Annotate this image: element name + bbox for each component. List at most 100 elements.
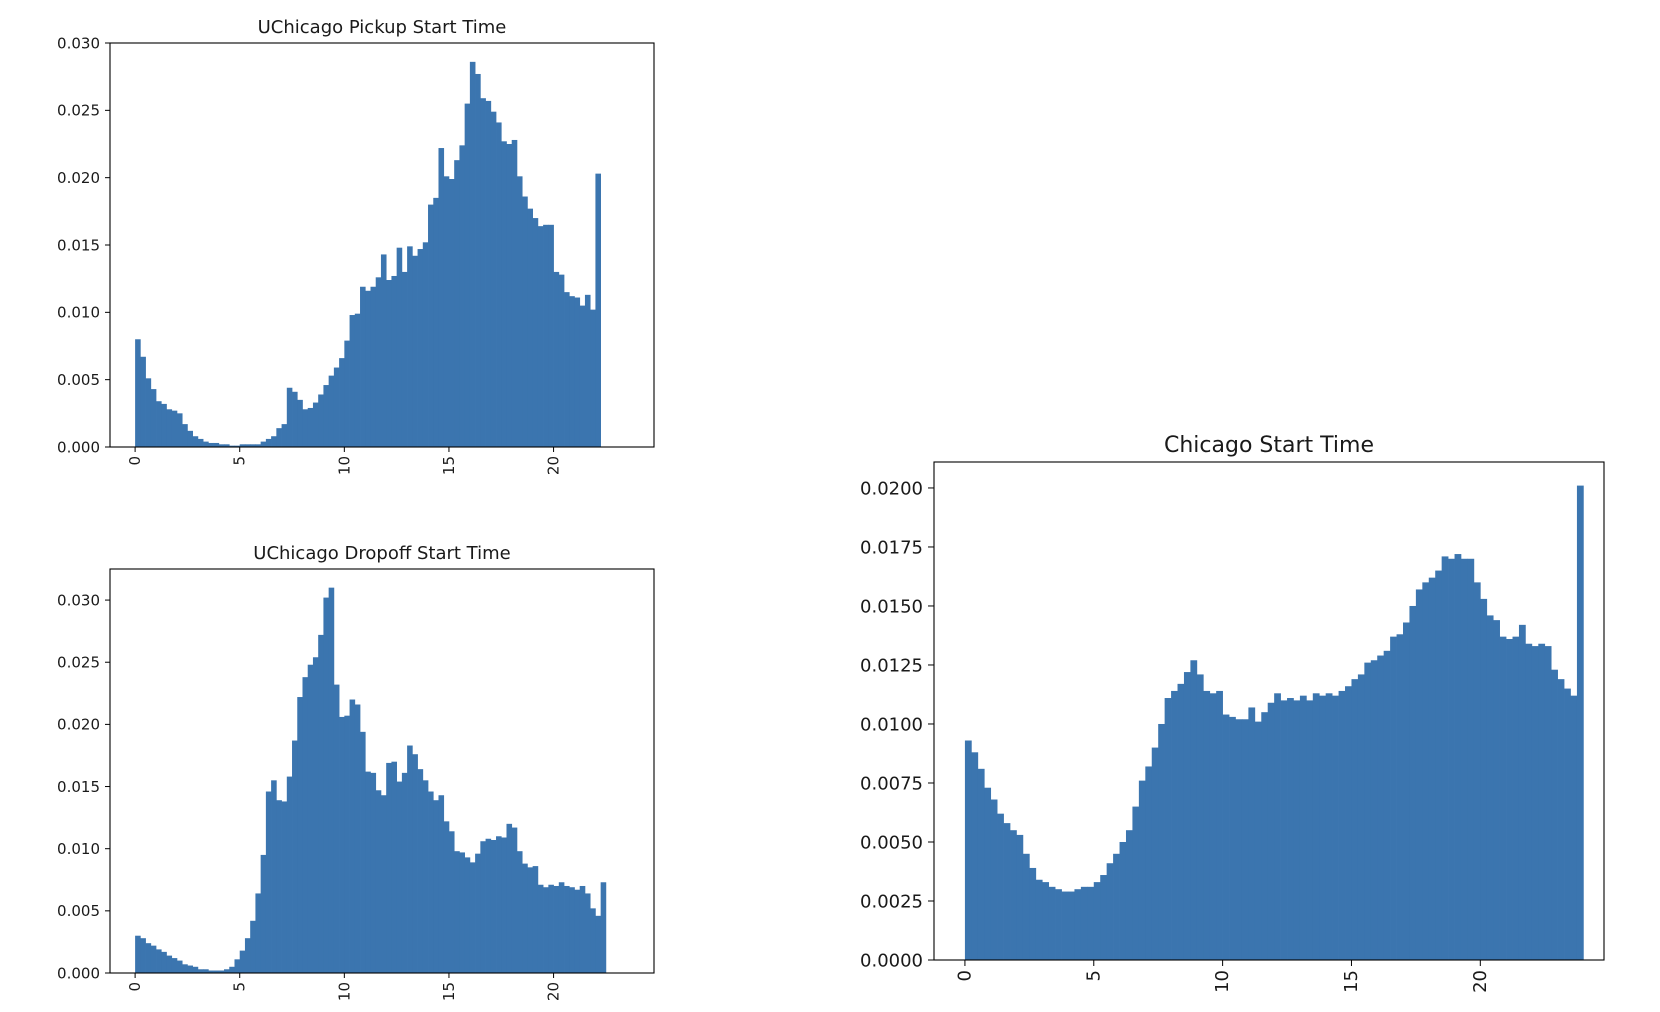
histogram-bar bbox=[1183, 672, 1191, 960]
histogram-bar bbox=[574, 297, 581, 447]
histogram-bar bbox=[1132, 806, 1140, 960]
histogram-bar bbox=[1551, 669, 1558, 960]
histogram-bar bbox=[511, 827, 518, 973]
histogram-bar bbox=[490, 839, 497, 973]
histogram-bar bbox=[145, 378, 152, 447]
y-tick-label: 0.025 bbox=[57, 653, 100, 671]
histogram-bar bbox=[370, 772, 377, 973]
histogram-bar bbox=[271, 436, 277, 447]
y-tick-label: 0.0050 bbox=[860, 832, 923, 853]
histogram-bar bbox=[375, 790, 382, 973]
histogram-bar bbox=[480, 98, 486, 448]
chart-title: UChicago Dropoff Start Time bbox=[253, 543, 510, 564]
histogram-bar bbox=[516, 851, 523, 973]
histogram-bar bbox=[1158, 723, 1165, 960]
histogram-bar bbox=[171, 958, 178, 973]
histogram-bar bbox=[239, 950, 246, 973]
histogram-bar bbox=[569, 296, 575, 447]
histogram-bar bbox=[1068, 891, 1075, 960]
histogram-bar bbox=[584, 294, 591, 447]
y-tick-label: 0.030 bbox=[57, 591, 100, 609]
histogram-bar bbox=[1080, 886, 1088, 960]
histogram-bar bbox=[433, 800, 439, 973]
histogram-bar bbox=[1293, 700, 1301, 960]
y-tick-label: 0.010 bbox=[57, 304, 100, 322]
histogram-bar bbox=[1364, 662, 1372, 960]
histogram-bar bbox=[150, 945, 157, 973]
histogram-bar bbox=[522, 196, 528, 447]
histogram-bar bbox=[417, 769, 424, 973]
histogram-bar bbox=[1113, 853, 1120, 960]
y-tick-label: 0.0200 bbox=[860, 478, 923, 499]
histogram-bar bbox=[1570, 695, 1578, 960]
histogram-bar bbox=[1357, 674, 1365, 960]
histogram-bar bbox=[422, 242, 429, 447]
histogram-bar bbox=[244, 938, 251, 973]
histogram-bar bbox=[145, 943, 152, 973]
histogram-bar bbox=[391, 761, 397, 973]
histogram-bar bbox=[1274, 693, 1281, 960]
histogram-bar bbox=[496, 836, 502, 973]
histogram-bar bbox=[1299, 695, 1307, 960]
histogram-bar bbox=[1499, 636, 1507, 960]
histogram-bar bbox=[1280, 700, 1288, 960]
histogram-bar bbox=[197, 969, 204, 973]
histogram-bar bbox=[532, 218, 539, 447]
histogram-bar bbox=[564, 885, 570, 973]
histogram-bar bbox=[1048, 886, 1056, 960]
histogram-bar bbox=[511, 139, 518, 447]
histogram-bar bbox=[386, 280, 392, 447]
histogram-bar bbox=[1216, 690, 1223, 960]
histogram-bar bbox=[140, 356, 146, 447]
histogram-bar bbox=[166, 955, 173, 973]
histogram-bar bbox=[234, 445, 241, 447]
histogram-bar bbox=[1254, 721, 1262, 960]
histogram-bar bbox=[1332, 695, 1339, 960]
histogram-bar bbox=[250, 920, 256, 973]
histogram-bar bbox=[323, 597, 329, 973]
histogram-bar bbox=[1441, 556, 1449, 960]
histogram-bar bbox=[438, 148, 445, 448]
histogram-bar bbox=[1087, 886, 1095, 960]
histogram-bar bbox=[558, 274, 565, 447]
histogram-bar bbox=[386, 762, 392, 973]
histogram-bar bbox=[1016, 834, 1024, 960]
histogram-bar bbox=[964, 740, 972, 960]
histogram-bar bbox=[412, 255, 418, 447]
histogram-bar bbox=[166, 409, 173, 447]
histogram-bar bbox=[161, 951, 167, 973]
histogram-bar bbox=[1576, 485, 1584, 960]
histogram-bar bbox=[527, 867, 533, 973]
histogram-bar bbox=[197, 438, 204, 447]
histogram-bar bbox=[454, 851, 460, 973]
histogram-bar bbox=[1409, 605, 1417, 960]
histogram-bar bbox=[527, 208, 533, 447]
histogram-bar bbox=[407, 246, 413, 447]
x-tick-label: 5 bbox=[231, 982, 249, 992]
histogram-bar bbox=[1351, 679, 1359, 960]
histogram-bar bbox=[349, 699, 356, 973]
histogram-bar bbox=[977, 768, 985, 960]
y-tick-label: 0.030 bbox=[57, 34, 100, 52]
histogram-bar bbox=[490, 111, 497, 448]
histogram-bar bbox=[339, 358, 345, 447]
x-tick-label: 0 bbox=[954, 970, 975, 981]
histogram-bar bbox=[182, 964, 188, 973]
histogram-bar bbox=[318, 394, 324, 447]
histogram-bar bbox=[239, 444, 246, 447]
histogram-bar bbox=[182, 424, 188, 447]
histogram-bar bbox=[553, 271, 560, 447]
histogram-bar bbox=[176, 960, 183, 973]
x-tick-label: 20 bbox=[1470, 970, 1491, 993]
histogram-bar bbox=[1267, 702, 1275, 960]
histogram-bar bbox=[318, 634, 324, 973]
histogram-bar bbox=[354, 313, 361, 447]
axes-frame bbox=[933, 461, 1605, 961]
histogram-bar bbox=[260, 441, 267, 447]
histogram-bar bbox=[297, 697, 303, 973]
histogram-bar bbox=[286, 387, 293, 447]
histogram-bar bbox=[1151, 747, 1159, 960]
x-tick-label: 0 bbox=[126, 456, 144, 466]
histogram-bar bbox=[234, 959, 241, 973]
